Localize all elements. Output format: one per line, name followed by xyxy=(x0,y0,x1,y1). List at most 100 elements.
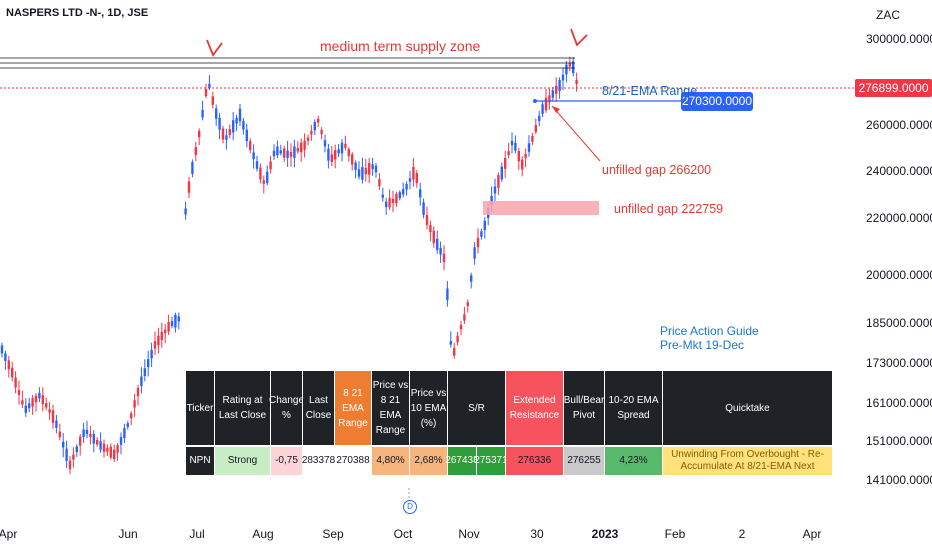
candle-body xyxy=(476,237,480,248)
x-tick: 2 xyxy=(738,527,746,541)
th-quicktake: Quicktake xyxy=(663,371,832,445)
y-tick: 151000.0000 xyxy=(866,434,932,448)
candle-body xyxy=(157,335,160,346)
td-last-close: 283378 xyxy=(302,447,335,475)
th-price-vs-10ema: Price vs 10 EMA (%) xyxy=(410,371,447,445)
candle-body xyxy=(228,129,231,135)
candle-body xyxy=(21,400,24,405)
th-price-vs-ema-range: Price vs 8 21 EMA Range xyxy=(372,371,409,445)
candle-body xyxy=(259,167,262,180)
th-last-close: Last Close xyxy=(303,371,334,445)
candle-body xyxy=(296,148,299,152)
y-tick: 173000.0000 xyxy=(866,356,932,370)
candle-body xyxy=(14,377,17,388)
candle-body xyxy=(524,153,527,159)
x-tick: Aug xyxy=(252,527,274,541)
gap-pointer-head xyxy=(552,106,560,113)
x-tick: Jun xyxy=(118,527,138,541)
candle-body xyxy=(538,115,541,122)
candle-body xyxy=(548,95,551,103)
x-tick: Sep xyxy=(322,527,344,541)
candle-body xyxy=(283,148,286,158)
candle-body xyxy=(235,117,238,124)
candle-body xyxy=(364,168,367,175)
candle-body xyxy=(565,64,568,75)
candle-body xyxy=(143,368,146,376)
candle-body xyxy=(102,443,106,452)
candle-body xyxy=(72,454,75,460)
candle-body xyxy=(170,321,174,327)
supply-zone-label[interactable]: medium term supply zone xyxy=(320,38,481,54)
candle-body xyxy=(398,192,401,199)
candle-body xyxy=(140,376,143,387)
candle-body xyxy=(347,149,350,157)
candle-body xyxy=(215,108,218,119)
candle-body xyxy=(82,429,85,438)
candle-body xyxy=(493,186,497,194)
candle-body xyxy=(201,109,204,118)
candle-body xyxy=(504,157,507,169)
td-ticker: NPN xyxy=(186,447,214,475)
candle-body xyxy=(266,171,269,183)
td-rating: Strong xyxy=(215,447,270,475)
candle-body xyxy=(337,149,340,154)
candle-body xyxy=(75,446,78,452)
candle-body xyxy=(449,341,452,345)
candle-body xyxy=(521,159,524,170)
candle-body xyxy=(85,429,89,435)
candle-body xyxy=(429,225,432,232)
x-tick: Nov xyxy=(458,527,480,541)
candle-body xyxy=(0,345,4,354)
candle-body xyxy=(11,367,14,378)
candle-body xyxy=(109,446,112,458)
candle-body xyxy=(517,150,520,162)
candle-body xyxy=(126,423,129,428)
candle-body xyxy=(446,288,449,300)
candle-body xyxy=(432,230,435,244)
candle-body xyxy=(191,162,194,174)
candle-body xyxy=(34,395,38,403)
candle-body xyxy=(242,120,245,130)
candle-body xyxy=(558,80,561,91)
last-price-tag: 276899.0000 xyxy=(855,79,932,97)
candle-body xyxy=(24,405,27,413)
candle-body xyxy=(208,83,211,89)
candle-body xyxy=(252,152,255,160)
candle-body xyxy=(48,409,51,413)
y-tick: 260000.0000 xyxy=(866,118,932,132)
candle-body xyxy=(439,247,442,255)
candle-body xyxy=(160,331,163,340)
ema-level-tag[interactable]: 270300.0000 xyxy=(681,92,753,111)
candle-body xyxy=(255,161,259,169)
candle-body xyxy=(164,329,167,334)
candle-body xyxy=(31,398,34,407)
candle-body xyxy=(334,150,337,160)
candle-body xyxy=(330,154,333,163)
x-tick: 2023 xyxy=(591,527,619,541)
gap-label-266200[interactable]: unfilled gap 266200 xyxy=(602,163,712,177)
candle-body xyxy=(306,137,310,141)
candle-body xyxy=(466,302,469,306)
price-action-guide[interactable]: Price Action Guide Pre-Mkt 19-Dec xyxy=(660,324,759,352)
candle-body xyxy=(310,130,313,135)
candle-body xyxy=(17,390,21,395)
candle-body xyxy=(38,392,41,399)
candle-body xyxy=(279,150,282,154)
candle-body xyxy=(510,140,514,146)
candle-body xyxy=(272,150,276,157)
d-badge[interactable]: D xyxy=(403,500,417,514)
candle-body xyxy=(470,275,473,282)
candle-body xyxy=(453,347,456,356)
gap-label-222759[interactable]: unfilled gap 222759 xyxy=(614,202,724,216)
candle-body xyxy=(153,341,157,349)
ema-range-label[interactable]: 8/21-EMA Range xyxy=(602,84,698,98)
candle-body xyxy=(527,143,531,152)
candle-body xyxy=(28,403,31,409)
candle-body xyxy=(500,166,503,180)
x-tick: Feb xyxy=(664,527,686,541)
candle-body xyxy=(463,314,466,321)
candle-body xyxy=(327,148,330,161)
candle-body xyxy=(289,151,293,157)
candle-body xyxy=(473,247,476,259)
